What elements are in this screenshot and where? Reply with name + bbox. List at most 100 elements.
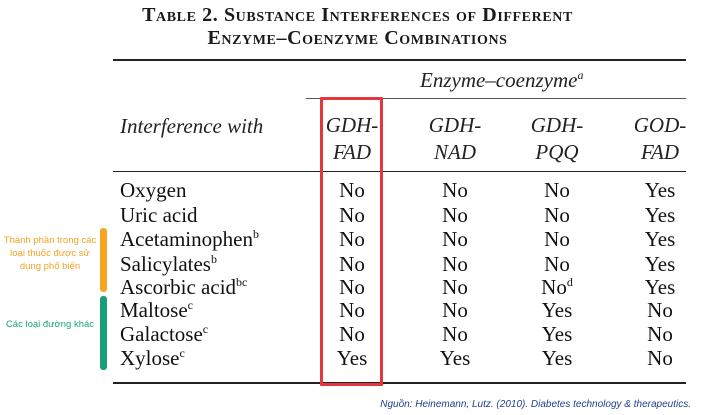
table-cell: No bbox=[312, 203, 392, 228]
group-header-sup: a bbox=[577, 68, 584, 82]
interference-header: Interference with bbox=[120, 114, 264, 138]
table-cell: Yes bbox=[620, 227, 700, 252]
table-cell: No bbox=[620, 298, 700, 323]
table-cell: No bbox=[312, 227, 392, 252]
table-cell: No bbox=[415, 227, 495, 252]
cell-value: No bbox=[647, 298, 673, 322]
table-cell: Yes bbox=[312, 346, 392, 371]
table-cell: No bbox=[415, 203, 495, 228]
row-label: Salicylatesb bbox=[120, 252, 217, 277]
cell-value: No bbox=[544, 178, 570, 202]
table-cell: No bbox=[312, 252, 392, 277]
column-header-line2: FAD bbox=[332, 140, 372, 164]
column-header-line2: NAD bbox=[434, 140, 476, 164]
cell-value: Yes bbox=[644, 178, 676, 202]
cell-value: Yes bbox=[644, 275, 676, 299]
cell-value: Yes bbox=[336, 346, 368, 370]
row-label: Xylosec bbox=[120, 346, 185, 371]
cell-value: No bbox=[647, 322, 673, 346]
row-label: Uric acid bbox=[120, 203, 198, 228]
cell-value: Yes bbox=[439, 346, 471, 370]
table-cell: No bbox=[415, 252, 495, 277]
top-rule bbox=[113, 59, 686, 61]
column-header: GDH- NAD bbox=[415, 112, 495, 166]
table-cell: Yes bbox=[517, 346, 597, 371]
table-cell: No bbox=[312, 322, 392, 347]
cell-value: No bbox=[442, 203, 468, 227]
bottom-rule bbox=[113, 382, 686, 384]
row-label-sup: c bbox=[187, 298, 193, 312]
table-cell: Yes bbox=[517, 298, 597, 323]
cell-value: No bbox=[442, 322, 468, 346]
cell-value: No bbox=[339, 178, 365, 202]
cell-value: Yes bbox=[541, 298, 573, 322]
row-label: Galactosec bbox=[120, 322, 208, 347]
cell-value: No bbox=[544, 252, 570, 276]
table-cell: Yes bbox=[620, 203, 700, 228]
table-cell: No bbox=[620, 322, 700, 347]
cell-value: No bbox=[339, 322, 365, 346]
cell-value: No bbox=[541, 275, 567, 299]
cell-value: No bbox=[339, 275, 365, 299]
column-header-line2: FAD bbox=[640, 140, 680, 164]
cell-value: No bbox=[339, 227, 365, 251]
table-cell: No bbox=[517, 178, 597, 203]
row-label-text: Salicylates bbox=[120, 252, 211, 276]
row-label-sup: b bbox=[252, 227, 259, 241]
row-label-text: Oxygen bbox=[120, 178, 187, 202]
table-cell: Yes bbox=[415, 346, 495, 371]
table-title-line2: Enzyme–Coenzyme Combinations bbox=[207, 27, 508, 49]
sugars-annotation: Các loại đường khác bbox=[5, 319, 95, 330]
row-label-text: Xylose bbox=[120, 346, 180, 370]
table-cell: No bbox=[415, 178, 495, 203]
table-cell: Yes bbox=[517, 322, 597, 347]
row-label-sup: bc bbox=[236, 275, 248, 289]
column-header-line2: PQQ bbox=[535, 140, 579, 164]
table-cell: No bbox=[312, 298, 392, 323]
row-label: Acetaminophenb bbox=[120, 227, 259, 252]
source-citation: Nguồn: Heinemann, Lutz. (2010). Diabetes… bbox=[380, 399, 691, 410]
row-label-text: Uric acid bbox=[120, 203, 198, 227]
sugars-bracket-bar bbox=[100, 296, 107, 370]
cell-value: No bbox=[339, 203, 365, 227]
column-header-line1: GOD- bbox=[633, 113, 687, 137]
row-label-text: Maltose bbox=[120, 298, 188, 322]
table-cell: Nod bbox=[517, 275, 597, 300]
row-label-text: Galactose bbox=[120, 322, 203, 346]
row-label: Maltosec bbox=[120, 298, 193, 323]
cell-sup: d bbox=[566, 275, 573, 289]
table-cell: No bbox=[415, 298, 495, 323]
header-rule bbox=[113, 171, 686, 172]
table-cell: No bbox=[415, 322, 495, 347]
table-cell: No bbox=[517, 227, 597, 252]
column-header: GDH- PQQ bbox=[517, 112, 597, 166]
cell-value: No bbox=[647, 346, 673, 370]
group-header: Enzyme–coenzymea bbox=[420, 68, 583, 93]
table-cell: Yes bbox=[620, 178, 700, 203]
table-cell: Yes bbox=[620, 252, 700, 277]
column-header-line1: GDH- bbox=[428, 113, 482, 137]
table-cell: Yes bbox=[620, 275, 700, 300]
table-cell: No bbox=[620, 346, 700, 371]
cell-value: Yes bbox=[644, 227, 676, 251]
table-cell: No bbox=[312, 275, 392, 300]
drugs-bracket-bar bbox=[100, 228, 107, 292]
cell-value: No bbox=[442, 275, 468, 299]
table-cell: No bbox=[517, 252, 597, 277]
row-label-text: Acetaminophen bbox=[120, 227, 253, 251]
row-label: Ascorbic acidbc bbox=[120, 275, 247, 300]
cell-value: No bbox=[339, 298, 365, 322]
cell-value: No bbox=[339, 252, 365, 276]
cell-value: No bbox=[544, 203, 570, 227]
row-label-sup: c bbox=[179, 346, 185, 360]
column-header-line1: GDH- bbox=[530, 113, 584, 137]
gdh-fad-highlight-box bbox=[320, 97, 383, 386]
table-title-line1: Table 2. Substance Interferences of Diff… bbox=[142, 4, 573, 26]
table-cell: No bbox=[312, 178, 392, 203]
cell-value: Yes bbox=[644, 252, 676, 276]
column-header: GDH- FAD bbox=[312, 112, 392, 166]
column-header-line1: GDH- bbox=[325, 113, 379, 137]
group-rule bbox=[306, 98, 686, 99]
cell-value: No bbox=[442, 178, 468, 202]
row-label: Oxygen bbox=[120, 178, 187, 203]
